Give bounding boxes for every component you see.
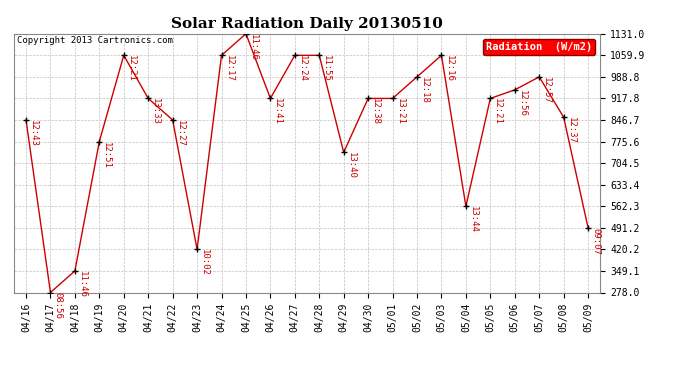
Text: 12:41: 12:41 xyxy=(273,98,282,125)
Text: 11:46: 11:46 xyxy=(78,271,87,298)
Text: 13:44: 13:44 xyxy=(469,206,478,233)
Text: 08:56: 08:56 xyxy=(53,292,62,320)
Text: 12:51: 12:51 xyxy=(102,141,111,168)
Text: 12:24: 12:24 xyxy=(298,56,307,82)
Text: 12:21: 12:21 xyxy=(493,98,502,125)
Text: 12:27: 12:27 xyxy=(175,120,185,147)
Text: 12:38: 12:38 xyxy=(371,98,380,125)
Text: 13:33: 13:33 xyxy=(151,98,160,125)
Text: 12:56: 12:56 xyxy=(518,90,526,117)
Text: 12:21: 12:21 xyxy=(127,56,136,82)
Text: 12:57: 12:57 xyxy=(542,77,551,104)
Text: Copyright 2013 Cartronics.com: Copyright 2013 Cartronics.com xyxy=(17,36,172,45)
Text: 12:17: 12:17 xyxy=(224,56,233,82)
Text: 10:02: 10:02 xyxy=(200,249,209,276)
Text: 12:18: 12:18 xyxy=(420,77,429,104)
Text: 12:16: 12:16 xyxy=(444,56,453,82)
Text: 13:21: 13:21 xyxy=(395,98,404,125)
Text: 09:07: 09:07 xyxy=(591,228,600,255)
Text: 11:55: 11:55 xyxy=(322,56,331,82)
Legend: Radiation  (W/m2): Radiation (W/m2) xyxy=(482,39,595,55)
Title: Solar Radiation Daily 20130510: Solar Radiation Daily 20130510 xyxy=(171,17,443,31)
Text: 11:46: 11:46 xyxy=(249,34,258,61)
Text: 13:40: 13:40 xyxy=(346,152,355,179)
Text: 12:43: 12:43 xyxy=(29,120,38,147)
Text: 12:37: 12:37 xyxy=(566,117,575,144)
